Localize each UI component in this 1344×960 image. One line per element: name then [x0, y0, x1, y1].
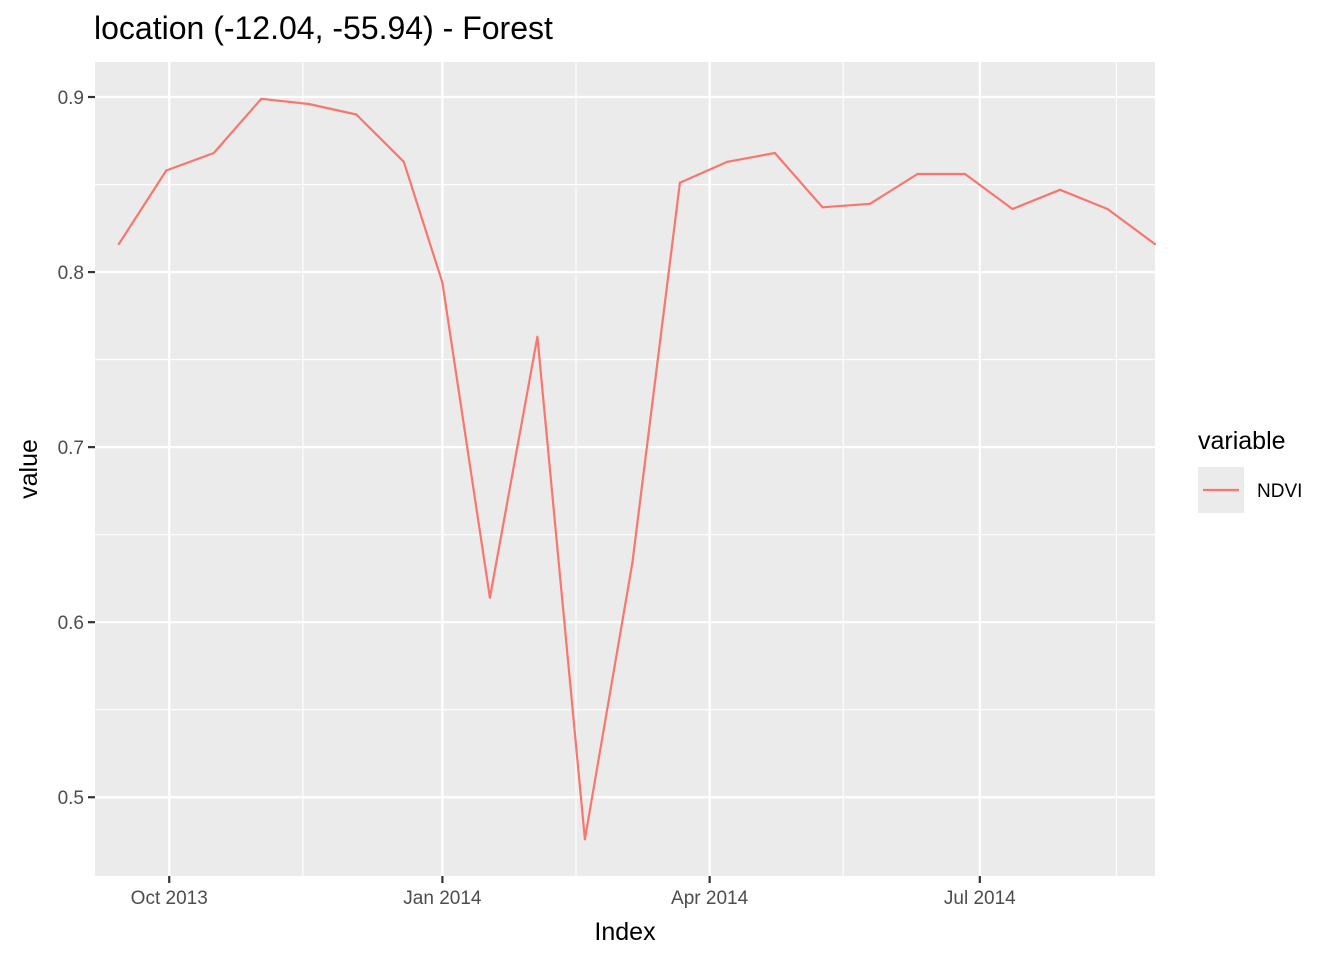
- data-point: [916, 172, 919, 176]
- legend-label-ndvi: NDVI: [1257, 481, 1302, 502]
- y-tick-label: 0.8: [58, 263, 84, 284]
- data-point: [583, 838, 587, 841]
- data-point: [536, 335, 539, 338]
- data-point: [678, 181, 682, 184]
- legend-title: variable: [1198, 427, 1286, 455]
- data-point: [1106, 207, 1109, 211]
- data-point: [355, 113, 358, 116]
- x-tick-label: Jul 2014: [944, 888, 1016, 909]
- data-point: [212, 151, 215, 155]
- data-point: [963, 172, 967, 176]
- series-layer: [117, 97, 1157, 841]
- data-point: [773, 151, 777, 155]
- x-axis: Oct 2013 Jan 2014 Apr 2014 Jul 2014: [131, 876, 1016, 909]
- x-tick-label: Jan 2014: [403, 888, 482, 909]
- data-point: [1153, 242, 1157, 246]
- data-point: [821, 206, 824, 209]
- data-point: [260, 97, 263, 100]
- chart-title: location (-12.04, -55.94) - Forest: [94, 10, 553, 46]
- data-point: [726, 160, 729, 163]
- y-axis: 0.5 0.6 0.7 0.8 0.9: [58, 88, 95, 809]
- y-tick-label: 0.5: [58, 788, 84, 809]
- data-point: [165, 169, 168, 172]
- data-point: [402, 160, 405, 163]
- major-gridlines: [95, 62, 1155, 876]
- legend: variable NDVI: [1198, 427, 1302, 513]
- y-tick-label: 0.7: [58, 438, 84, 459]
- y-tick-label: 0.6: [58, 613, 84, 634]
- data-point: [441, 281, 444, 284]
- x-tick-label: Oct 2013: [131, 888, 208, 909]
- data-point: [117, 242, 120, 246]
- data-point: [868, 202, 872, 205]
- plot-panel: [95, 62, 1155, 876]
- data-point: [307, 102, 310, 106]
- x-axis-title: Index: [594, 918, 656, 946]
- x-tick-label: Apr 2014: [671, 888, 749, 909]
- data-point: [1058, 188, 1062, 191]
- data-point: [1011, 207, 1014, 211]
- y-axis-title: value: [15, 439, 43, 499]
- data-point: [631, 561, 634, 564]
- y-tick-label: 0.9: [58, 88, 84, 109]
- data-point: [488, 596, 492, 599]
